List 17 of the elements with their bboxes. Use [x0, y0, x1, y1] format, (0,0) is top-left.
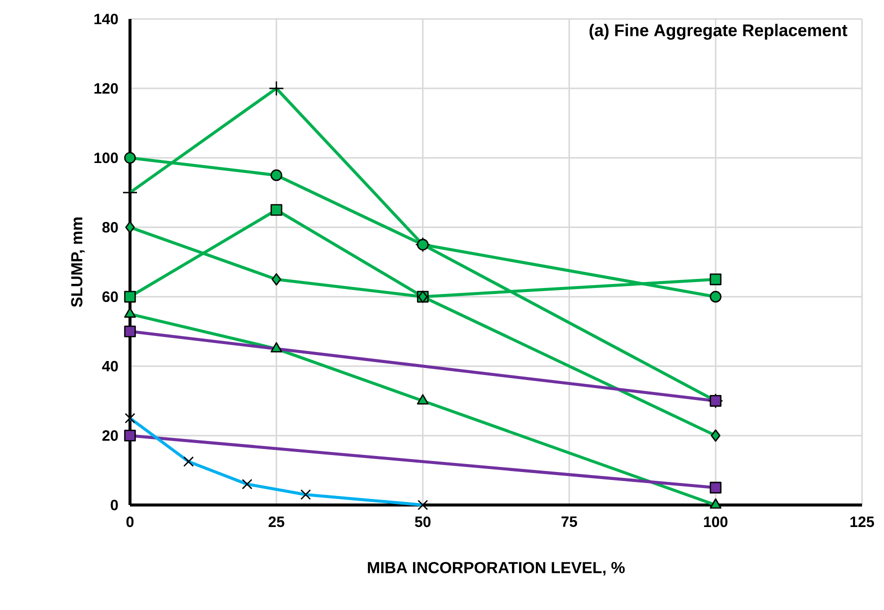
x-tick-label: 125: [850, 516, 874, 528]
x-axis-title: MIBA INCORPORATION LEVEL, %: [368, 562, 625, 576]
y-tick-label: 80: [102, 222, 118, 233]
x-tick-label: 25: [268, 516, 284, 528]
y-tick-label: 140: [94, 14, 118, 24]
y-tick-label: 20: [102, 430, 118, 441]
x-tick-label: 75: [562, 516, 578, 527]
y-tick-label: 0: [110, 500, 118, 510]
chart-title: (a) Fine Aggregate Replacement: [590, 24, 848, 40]
y-tick-label: 60: [102, 291, 118, 302]
x-tick-label: 100: [704, 516, 728, 528]
y-tick-label: 120: [94, 83, 118, 94]
x-tick-label: 50: [414, 516, 430, 528]
y-tick-label: 40: [102, 360, 118, 372]
x-tick-label: 0: [126, 516, 134, 528]
y-axis-title: SLUMP, mm: [71, 218, 85, 308]
y-tick-label: 100: [94, 152, 118, 164]
